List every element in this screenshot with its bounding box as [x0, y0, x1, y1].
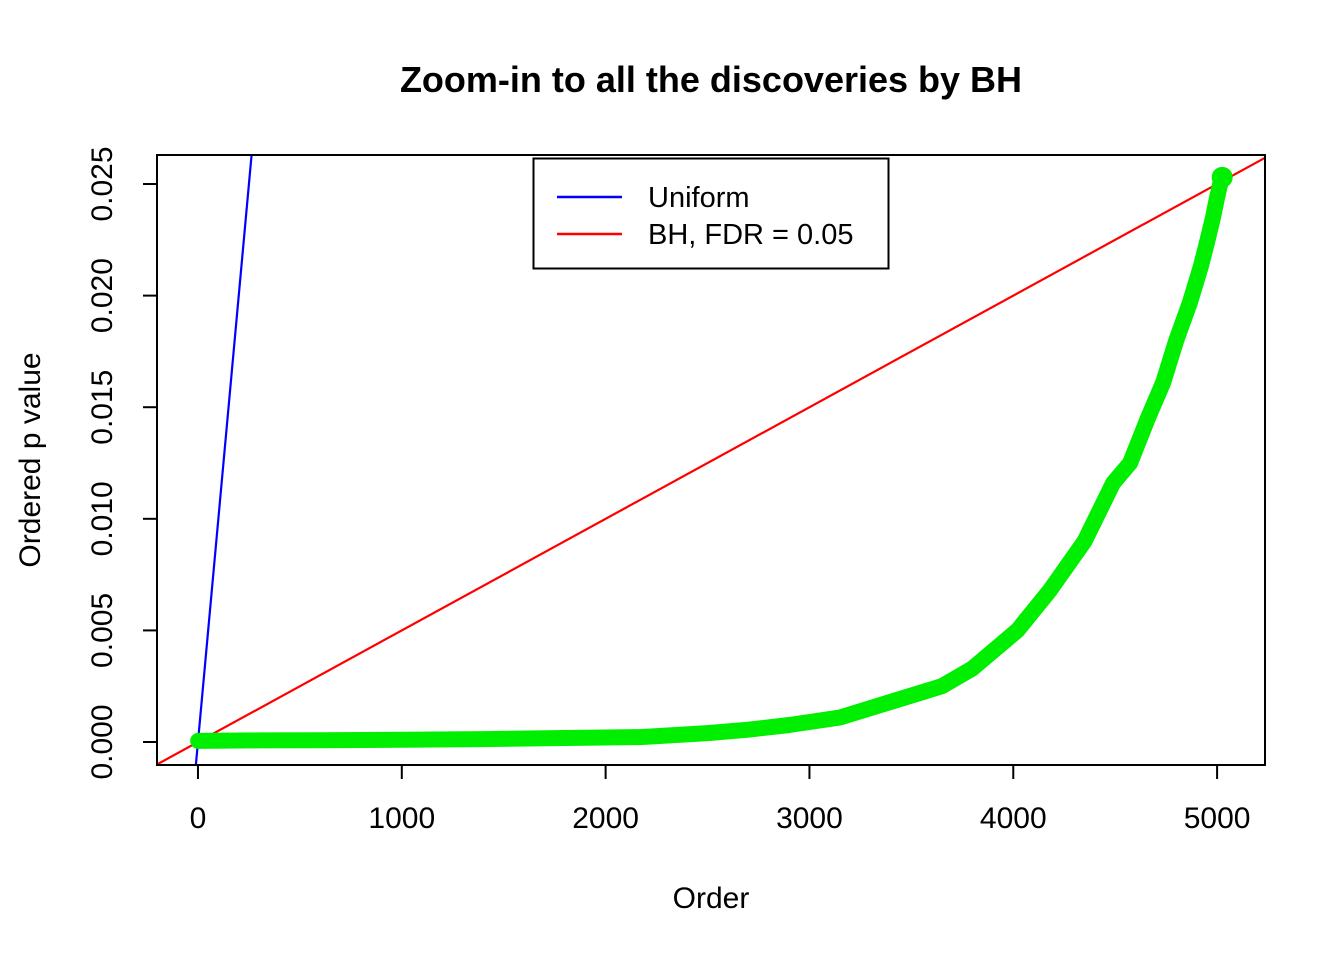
y-axis-title: Ordered p value [14, 352, 47, 567]
x-tick-label: 3000 [776, 802, 843, 835]
uniform-expected-line [194, 154, 253, 766]
y-tick-label: 0.020 [86, 258, 119, 333]
y-tick-label: 0.005 [86, 593, 119, 668]
chart-body: 0 1000 2000 3000 4000 5000 0.000 0.005 0.010 0.01… [86, 146, 1266, 835]
x-axis-title: Order [673, 882, 750, 915]
legend-border [532, 157, 890, 270]
x-tick-label: 4000 [980, 802, 1047, 835]
legend-box: Uniform BH, FDR = 0.05 [532, 157, 890, 270]
x-tick-label: 5000 [1184, 802, 1251, 835]
x-tick-label: 1000 [368, 802, 435, 835]
legend-bh-label: BH, FDR = 0.05 [648, 219, 854, 251]
x-tick-label: 2000 [572, 802, 639, 835]
y-tick-label: 0.015 [86, 370, 119, 445]
y-tick-label: 0.010 [86, 481, 119, 556]
ordered-p-values-of-BH-discoveries [190, 169, 1231, 749]
last-discovery-point [1211, 166, 1233, 188]
y-tick-label: 0.025 [86, 146, 119, 221]
legend-uniform-label: Uniform [648, 182, 750, 214]
plot-title: Zoom-in to all the discoveries by BH [400, 59, 1022, 100]
plot-box [156, 154, 1266, 766]
bh-threshold-line [156, 156, 1266, 766]
y-tick-label: 0.000 [86, 704, 119, 779]
x-tick-label: 0 [190, 802, 207, 835]
